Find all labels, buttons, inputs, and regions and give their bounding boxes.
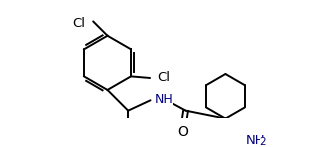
Text: Cl: Cl (72, 17, 85, 30)
Text: NH: NH (155, 93, 173, 106)
Text: NH: NH (246, 134, 266, 147)
Text: 2: 2 (260, 137, 266, 147)
Text: Cl: Cl (157, 71, 170, 85)
Text: O: O (177, 125, 188, 139)
